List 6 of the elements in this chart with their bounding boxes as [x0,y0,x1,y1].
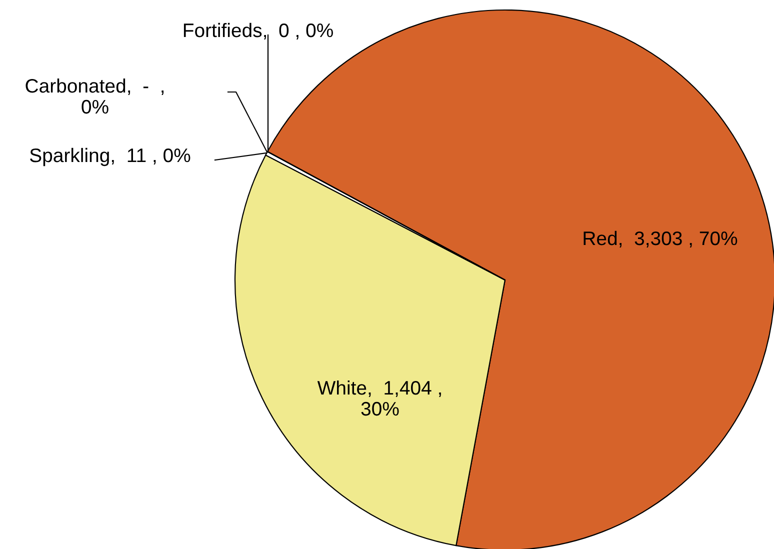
category-label: Fortifieds, 0 , 0% [184,22,333,40]
legend-label: Sparkling, 11 , 0% [30,148,190,166]
text: 0% [82,100,108,114]
slice-label: Red, 3,303 , 70% [584,230,738,248]
category-label: Carbonated, - , [26,78,164,96]
slice-label: White, 1,404 , 30% [317,380,441,416]
